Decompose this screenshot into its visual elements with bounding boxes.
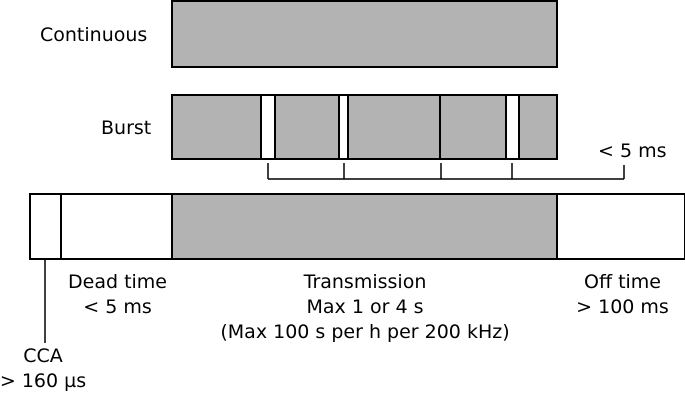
cca-segment bbox=[29, 193, 62, 260]
off-time-value: > 100 ms bbox=[576, 296, 669, 318]
burst-gap-1 bbox=[260, 94, 276, 160]
timeline-bar bbox=[29, 193, 685, 260]
burst-gap-2 bbox=[338, 94, 349, 160]
transmission-segment bbox=[171, 193, 558, 260]
transmission-label: Transmission Max 1 or 4 s (Max 100 s per… bbox=[190, 270, 540, 345]
burst-label: Burst bbox=[101, 117, 152, 139]
cca-label: CCA > 160 µs bbox=[0, 344, 98, 394]
off-time-label: Off time > 100 ms bbox=[570, 270, 675, 320]
burst-bar-outline bbox=[171, 94, 558, 160]
burst-bar bbox=[171, 94, 558, 160]
cca-value: > 160 µs bbox=[0, 370, 87, 392]
burst-gap-3 bbox=[505, 94, 520, 160]
continuous-label: Continuous bbox=[40, 24, 148, 46]
dead-time-label: Dead time < 5 ms bbox=[60, 270, 175, 320]
cca-title: CCA bbox=[23, 345, 63, 367]
dead-time-value: < 5 ms bbox=[83, 296, 152, 318]
transmission-title: Transmission bbox=[303, 271, 427, 293]
dead-time-title: Dead time bbox=[68, 271, 167, 293]
transmission-max: Max 1 or 4 s bbox=[306, 296, 424, 318]
continuous-bar bbox=[171, 0, 558, 68]
off-time-title: Off time bbox=[583, 271, 661, 293]
burst-gap-label: < 5 ms bbox=[598, 140, 667, 162]
burst-gap-bracket bbox=[267, 163, 625, 180]
transmission-duty-limit: (Max 100 s per h per 200 kHz) bbox=[220, 321, 510, 343]
